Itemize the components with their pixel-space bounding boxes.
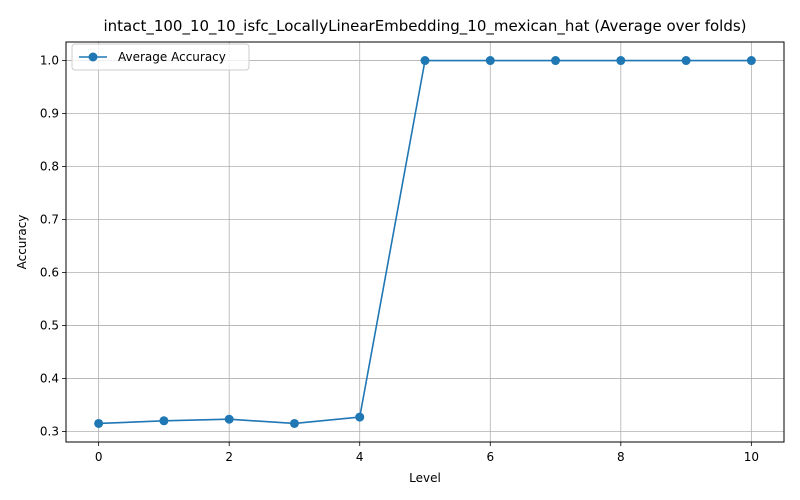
y-tick-label: 0.8 (40, 160, 59, 174)
y-tick-label: 0.4 (40, 371, 59, 385)
x-tick-label: 2 (225, 450, 233, 464)
y-tick-label: 0.6 (40, 265, 59, 279)
data-point (420, 56, 430, 66)
data-point (224, 414, 234, 424)
x-tick-label: 6 (486, 450, 494, 464)
y-tick-label: 0.5 (40, 318, 59, 332)
legend-label: Average Accuracy (118, 50, 226, 64)
data-point (616, 56, 626, 66)
data-point (159, 416, 169, 426)
legend: Average Accuracy (71, 43, 250, 71)
data-point (289, 418, 299, 428)
y-tick-label: 0.3 (40, 424, 59, 438)
y-axis-label: Accuracy (15, 215, 29, 270)
data-point (746, 56, 756, 66)
y-tick-label: 1.0 (40, 54, 59, 68)
x-axis-label: Level (409, 471, 441, 485)
data-point (551, 56, 561, 66)
x-tick-label: 10 (744, 450, 759, 464)
plot-frame (65, 41, 785, 443)
series-layer (94, 56, 756, 428)
x-tick-label: 8 (617, 450, 625, 464)
data-point (94, 418, 104, 428)
y-axis-ticks: 0.3 0.4 0.5 0.6 0.7 0.8 0.9 1.0 (40, 54, 66, 438)
x-tick-label: 4 (356, 450, 364, 464)
chart-title: intact_100_10_10_isfc_LocallyLinearEmbed… (103, 17, 746, 36)
data-point (355, 412, 365, 422)
data-point (681, 56, 691, 66)
x-axis-ticks: 0 2 4 6 8 10 (95, 442, 759, 464)
legend-marker-swatch (88, 52, 98, 62)
x-tick-label: 0 (95, 450, 103, 464)
legend-box (71, 43, 250, 71)
y-tick-label: 0.9 (40, 107, 59, 121)
y-tick-label: 0.7 (40, 212, 59, 226)
data-point (485, 56, 495, 66)
